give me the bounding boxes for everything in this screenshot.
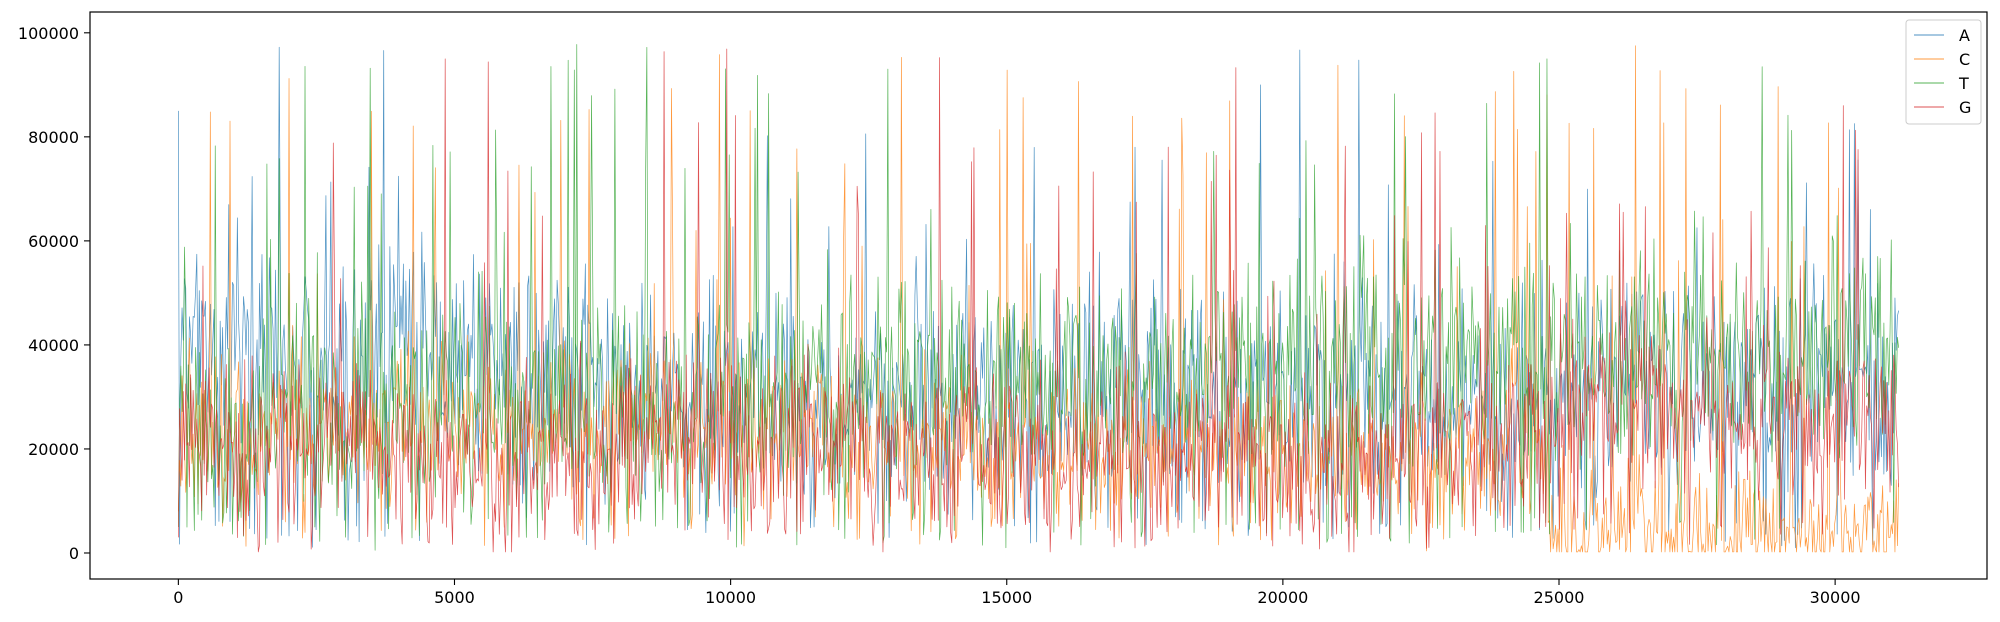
y-tick-label: 60000: [28, 232, 79, 251]
x-tick-label: 30000: [1810, 588, 1861, 607]
x-axis: 0 5000 10000 15000 20000 25000 30000: [173, 579, 1861, 607]
x-tick-label: 5000: [434, 588, 475, 607]
x-tick-label: 0: [173, 588, 183, 607]
series-line-a: [178, 46, 1899, 549]
legend-label-g: G: [1959, 98, 1971, 117]
series-layer: [178, 44, 1899, 553]
legend-label-t: T: [1958, 74, 1969, 93]
y-tick-label: 100000: [18, 24, 79, 43]
legend-box: [1905, 19, 1982, 125]
y-tick-label: 20000: [28, 440, 79, 459]
x-tick-label: 15000: [981, 588, 1032, 607]
x-tick-label: 25000: [1534, 588, 1585, 607]
y-tick-label: 40000: [28, 336, 79, 355]
y-axis: 0 20000 40000 60000 80000 100000: [18, 24, 90, 563]
legend-label-c: C: [1959, 50, 1970, 69]
y-tick-label: 0: [69, 544, 79, 563]
plot-area: [178, 44, 1899, 553]
x-tick-label: 10000: [705, 588, 756, 607]
x-tick-label: 20000: [1257, 588, 1308, 607]
y-tick-label: 80000: [28, 128, 79, 147]
plot-frame: [89, 11, 1988, 580]
series-line-g: [178, 48, 1899, 553]
legend-label-a: A: [1959, 26, 1970, 45]
